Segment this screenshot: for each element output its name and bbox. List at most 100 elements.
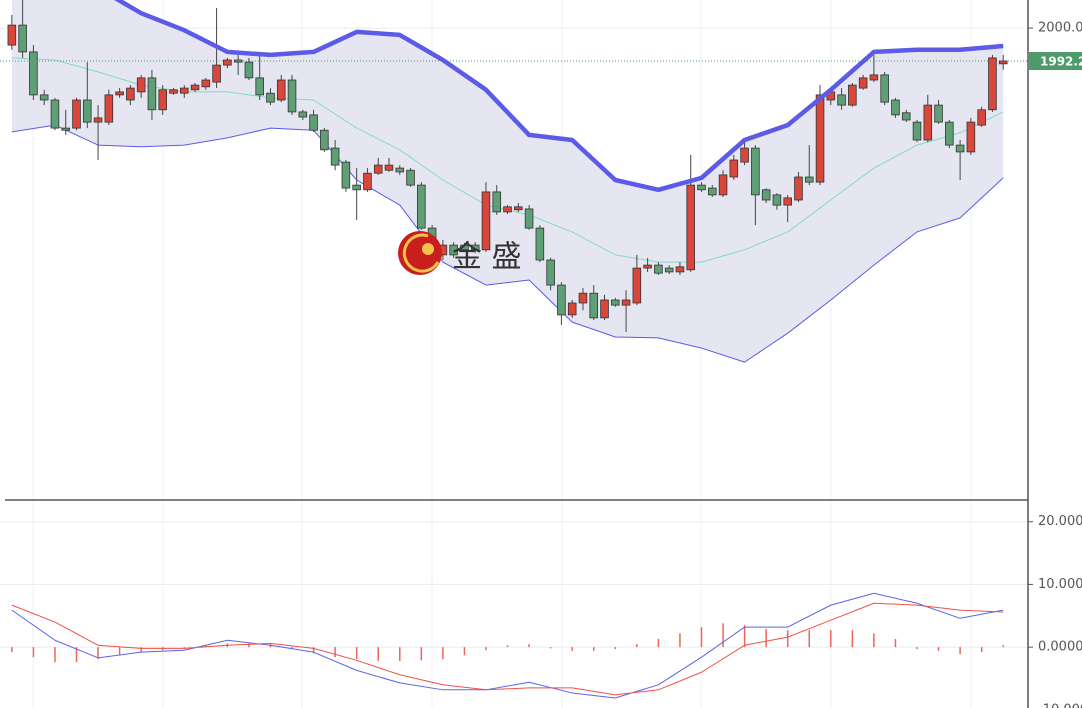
candle-body <box>50 99 60 129</box>
watermark-text: 金 盛 <box>452 240 522 275</box>
y-tick-label: 10.0000 <box>1038 577 1082 592</box>
last-price-label: 1992.26 <box>1040 55 1082 69</box>
candle-body <box>136 77 146 93</box>
candle-body <box>955 144 965 153</box>
candle-body <box>837 94 846 106</box>
candle-body <box>632 267 642 304</box>
candle-body <box>309 114 318 131</box>
candle-body <box>406 169 415 186</box>
candle-body <box>664 267 674 273</box>
y-tick-label: 0.0000 <box>1038 640 1082 655</box>
candle-body <box>244 61 254 79</box>
candle-body <box>29 51 38 96</box>
candle-body <box>223 59 232 66</box>
candle-body <box>384 164 394 171</box>
candle-body <box>794 176 803 201</box>
candle-body <box>966 121 976 153</box>
candle-body <box>675 266 685 273</box>
candle-body <box>654 264 663 274</box>
last-price-badge <box>1029 52 1082 71</box>
candle-body <box>945 121 954 146</box>
watermark: 金 盛 <box>398 231 522 275</box>
candle-body <box>815 94 825 183</box>
candle-body <box>341 161 351 189</box>
candle-body <box>567 302 577 316</box>
panel <box>0 521 1028 699</box>
candle-body <box>891 99 900 116</box>
candle-body <box>718 174 728 196</box>
candle-body <box>417 184 426 229</box>
candle-body <box>481 191 491 251</box>
candle-body <box>880 74 889 103</box>
candle-body <box>578 292 588 304</box>
candle-body <box>395 167 405 173</box>
candle-body <box>39 94 49 101</box>
lower-band <box>11 124 1004 363</box>
candle-body <box>535 227 545 261</box>
band-fill <box>11 0 1004 363</box>
panel <box>0 0 1028 363</box>
candle-body <box>492 191 502 213</box>
candle-body <box>460 244 469 251</box>
candle-body <box>18 24 27 53</box>
candle-body <box>901 112 911 121</box>
candle-body <box>449 244 458 256</box>
candle-body <box>783 197 792 206</box>
candle-body <box>255 77 264 96</box>
candle-body <box>557 284 566 316</box>
candle-body <box>707 187 717 196</box>
candle-body <box>330 147 340 166</box>
candle-body <box>7 24 17 46</box>
candle-body <box>266 92 275 103</box>
y-tick-label: -10.0000 <box>1038 702 1082 708</box>
candle-body <box>697 184 706 191</box>
candle-body <box>169 89 178 94</box>
candle-body <box>352 184 361 191</box>
candle-body <box>126 87 135 101</box>
candle-body <box>869 74 879 81</box>
candle-body <box>179 87 189 94</box>
candle-body <box>276 79 286 101</box>
candle-body <box>934 104 943 123</box>
candle-body <box>804 176 814 183</box>
candle-body <box>104 94 114 123</box>
candle-body <box>115 91 124 96</box>
candle-body <box>373 164 383 174</box>
y-tick-label: 20.0000 <box>1038 514 1082 529</box>
candle-body <box>72 99 81 129</box>
candle-body <box>61 127 71 131</box>
candle-body <box>600 299 609 319</box>
candle-body <box>147 77 157 111</box>
candle-body <box>740 147 749 163</box>
candle-body <box>998 60 1008 65</box>
candle-body <box>287 79 297 113</box>
candle-body <box>751 147 760 196</box>
candle-body <box>320 129 329 151</box>
candle-body <box>83 99 92 123</box>
candle-body <box>912 121 922 141</box>
candle-body <box>858 77 868 89</box>
candle-body <box>524 208 534 229</box>
candle-body <box>923 104 933 141</box>
upper-band <box>114 0 1004 193</box>
candle-body <box>621 299 631 306</box>
candle-body <box>611 299 620 306</box>
candle-body <box>514 206 523 211</box>
candle-body <box>503 206 512 213</box>
candle-body <box>233 59 243 63</box>
candle-body <box>729 159 739 178</box>
candle-body <box>212 64 221 83</box>
candle-body <box>643 264 652 269</box>
candle-body <box>190 84 200 91</box>
candle-body <box>470 244 480 251</box>
candle-body <box>93 117 103 123</box>
candle-body <box>761 189 771 201</box>
candle-body <box>298 111 308 118</box>
macd-line <box>11 602 1004 696</box>
candle-body <box>686 184 696 271</box>
candle-body <box>589 292 599 319</box>
candle-body <box>201 79 211 88</box>
candle-body <box>546 259 555 286</box>
candle-body <box>988 57 997 111</box>
